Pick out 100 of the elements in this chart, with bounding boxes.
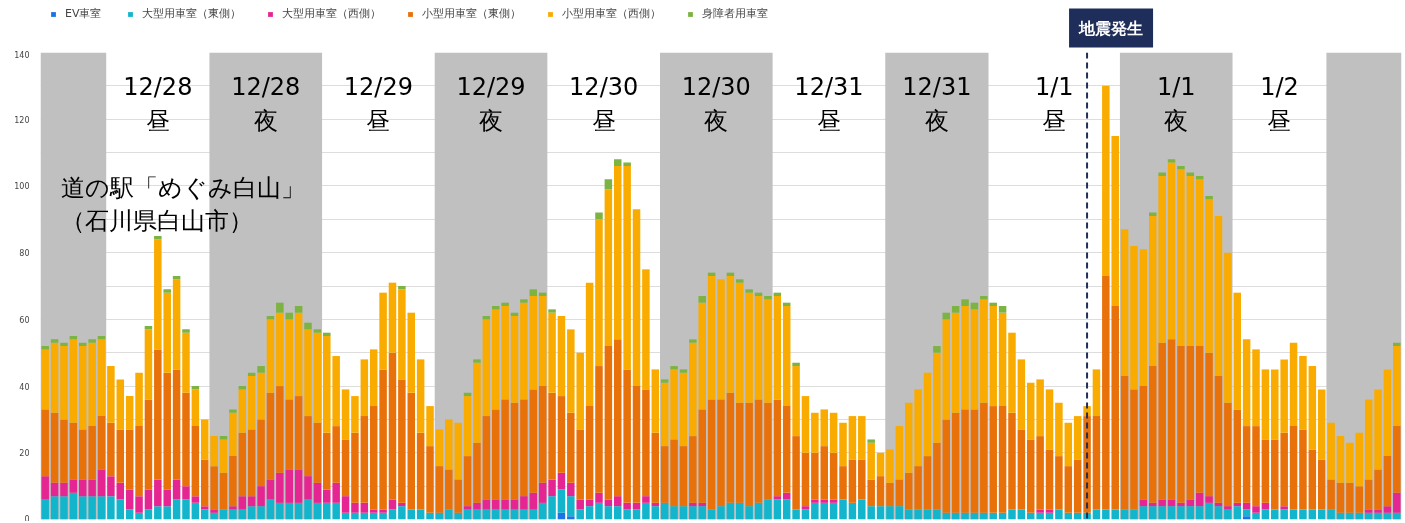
- bar: [520, 496, 528, 510]
- bar: [1205, 502, 1213, 520]
- bar: [116, 482, 125, 500]
- bar: [839, 499, 847, 520]
- bar: [482, 416, 491, 500]
- bar: [1186, 506, 1195, 520]
- bar: [829, 499, 838, 503]
- bar: [1195, 506, 1204, 520]
- bar: [41, 409, 49, 477]
- bar: [651, 506, 660, 520]
- bar: [520, 399, 528, 497]
- bar: [398, 286, 406, 290]
- bar: [341, 496, 350, 513]
- bar: [1055, 402, 1063, 457]
- bar: [50, 412, 59, 483]
- bar: [557, 316, 566, 397]
- bar: [754, 399, 763, 503]
- bar: [510, 509, 519, 520]
- bar: [895, 426, 904, 480]
- bar: [660, 446, 669, 503]
- bar: [1092, 369, 1101, 417]
- bar: [323, 332, 331, 337]
- bar: [1308, 366, 1317, 450]
- bar: [473, 502, 481, 510]
- bar: [604, 499, 613, 507]
- bar: [782, 406, 791, 493]
- bar: [210, 509, 218, 513]
- bar: [670, 506, 678, 520]
- bar: [1252, 349, 1260, 427]
- bar: [163, 289, 171, 293]
- bar: [1130, 245, 1138, 390]
- legend-label: 小型用車室（東側）: [422, 6, 522, 21]
- bar: [426, 512, 434, 520]
- bar: [754, 502, 763, 520]
- bar: [1055, 456, 1063, 510]
- bar: [1242, 509, 1251, 517]
- bar: [313, 482, 322, 503]
- bar: [829, 452, 838, 500]
- bar: [1073, 416, 1082, 460]
- bar: [304, 476, 312, 500]
- bar: [1167, 339, 1176, 500]
- bar: [1346, 482, 1354, 513]
- bar: [567, 482, 575, 497]
- bar: [604, 189, 613, 347]
- bar: [388, 352, 397, 500]
- bar: [191, 496, 200, 503]
- bar: [933, 509, 941, 520]
- bar: [726, 502, 735, 520]
- bar: [1092, 509, 1101, 520]
- bar: [1336, 436, 1345, 483]
- bar: [1374, 509, 1382, 513]
- bar: [144, 509, 153, 520]
- bar: [491, 309, 500, 410]
- bar: [172, 499, 181, 520]
- bar: [951, 312, 960, 413]
- bar: [304, 322, 312, 330]
- bar: [1177, 169, 1185, 347]
- bar: [294, 312, 303, 397]
- bar: [69, 492, 78, 520]
- bar: [154, 235, 162, 240]
- bar: [679, 369, 688, 373]
- bar: [238, 496, 247, 510]
- bar: [876, 452, 885, 477]
- bar: [78, 496, 87, 520]
- bar: [501, 302, 509, 307]
- bar: [1252, 512, 1260, 520]
- bar: [388, 282, 397, 353]
- bar: [998, 306, 1007, 313]
- bar: [229, 412, 237, 457]
- bar: [773, 499, 782, 520]
- bar: [782, 306, 791, 407]
- bar: [1008, 509, 1016, 520]
- bar: [257, 372, 265, 420]
- bar: [1017, 359, 1026, 430]
- bar: [379, 512, 387, 520]
- bar: [848, 416, 857, 460]
- bar: [1177, 165, 1185, 170]
- bar: [491, 499, 500, 510]
- bar: [660, 382, 669, 447]
- bar: [182, 499, 190, 520]
- bar: [1317, 459, 1326, 510]
- annotation: 12/30 夜: [681, 72, 751, 135]
- bar: [116, 499, 125, 520]
- annotation: 12/28 昼: [123, 72, 193, 135]
- bar: [548, 479, 556, 497]
- bar: [839, 466, 847, 500]
- bar: [604, 346, 613, 500]
- bar: [717, 506, 725, 520]
- bar: [632, 209, 641, 387]
- bar: [313, 422, 322, 483]
- bar: [97, 339, 106, 417]
- bar: [247, 429, 256, 497]
- bar: [473, 359, 481, 363]
- bar: [97, 469, 106, 497]
- bar: [1073, 459, 1082, 513]
- bar: [341, 439, 350, 497]
- bar: [1252, 506, 1260, 513]
- bar: [351, 432, 359, 503]
- bar: [529, 509, 538, 520]
- bar: [88, 342, 96, 427]
